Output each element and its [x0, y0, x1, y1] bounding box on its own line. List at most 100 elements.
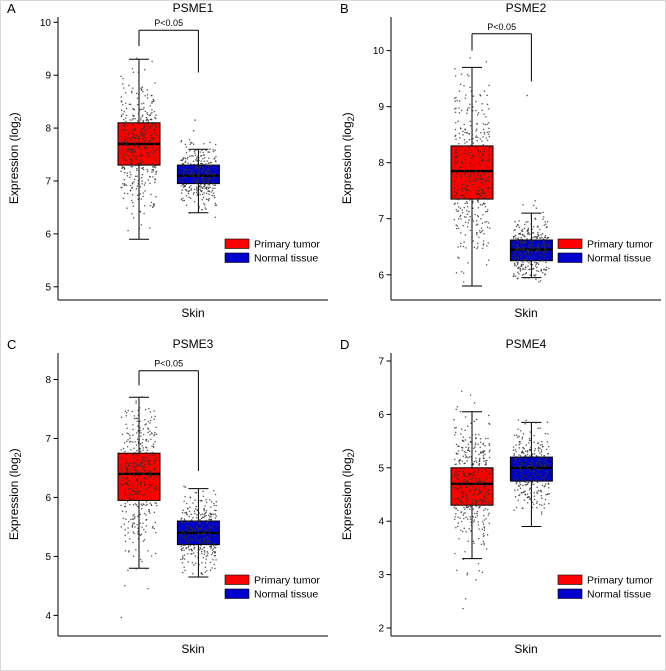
- legend-label: Normal tissue: [254, 253, 318, 265]
- legend-swatch: [557, 238, 583, 249]
- panel-c: 4 5 6 7 8 P<0.05 Primary tumor Normal tissue C …: [1, 337, 334, 670]
- svg-text:7: 7: [378, 214, 384, 225]
- svg-text:10: 10: [40, 18, 52, 29]
- legend-label: Primary tumor: [587, 575, 653, 587]
- chart-title-psme4: PSME4: [505, 337, 547, 351]
- y-axis-label-close: ): [6, 112, 21, 117]
- axes: [53, 353, 328, 637]
- p-value-text: P<0.05: [487, 22, 516, 32]
- legend-swatch: [224, 252, 250, 263]
- axes: [386, 17, 661, 301]
- axes: [53, 17, 328, 301]
- jitter-points-1: [179, 119, 218, 218]
- p-value-text: P<0.05: [154, 359, 183, 369]
- jitter-points-1: [512, 94, 551, 283]
- psme2-boxplot-chart: 6 7 8 9 10 P<0.05 Primary tumor Normal tissue: [373, 17, 661, 301]
- svg-text:7: 7: [45, 434, 51, 445]
- x-axis-label: Skin: [181, 306, 205, 320]
- y-axis-label-text: Expression (log: [6, 121, 21, 205]
- legend-label: Normal tissue: [254, 589, 318, 601]
- y-axis-label-text: Expression (log: [339, 121, 354, 205]
- legend-swatch: [557, 252, 583, 263]
- y-axis-label-subscript: 2: [13, 452, 24, 458]
- legend-swatch: [557, 588, 583, 599]
- jitter-points-0: [453, 57, 491, 283]
- legend: Primary tumor Normal tissue: [557, 574, 653, 601]
- x-axis-label: Skin: [181, 642, 205, 656]
- chart-title-psme3: PSME3: [172, 337, 214, 351]
- chart-title-psme2: PSME2: [505, 1, 547, 15]
- svg-text:2: 2: [378, 624, 384, 635]
- box-whisker-0: [117, 58, 161, 240]
- legend: Primary tumor Normal tissue: [224, 574, 320, 601]
- svg-text:4: 4: [45, 611, 51, 622]
- legend-swatch: [224, 574, 250, 585]
- svg-text:5: 5: [45, 552, 51, 563]
- jitter-points-1: [512, 419, 551, 515]
- svg-text:5: 5: [45, 282, 51, 293]
- y-axis-label-text: Expression (log: [6, 457, 21, 541]
- psme3-boxplot-chart: 4 5 6 7 8 P<0.05 Primary tumor Normal tissue: [45, 353, 328, 637]
- svg-text:6: 6: [378, 270, 384, 281]
- y-axis-label-close: ): [339, 112, 354, 117]
- legend-label: Primary tumor: [254, 239, 320, 251]
- legend-label: Normal tissue: [587, 253, 651, 265]
- panel-letter-b: B: [340, 1, 349, 16]
- psme1-boxplot-chart: 5 6 7 8 9 10 P<0.05 Primary tumor Normal tissue: [40, 17, 328, 301]
- svg-text:7: 7: [45, 177, 51, 188]
- panel-a: 5 6 7 8 9 10 P<0.05 Primary tumor Normal tissue …: [1, 1, 334, 336]
- legend-label: Normal tissue: [587, 589, 651, 601]
- panel-d: 2 3 4 5 6 7 Primary tumor Normal tissue D PSME4…: [334, 337, 665, 670]
- svg-text:9: 9: [45, 71, 51, 82]
- svg-text:8: 8: [45, 124, 51, 135]
- svg-text:8: 8: [378, 158, 384, 169]
- y-axis-label: Expression (log2): [340, 364, 356, 624]
- y-axis-label-text: Expression (log: [339, 457, 354, 541]
- jitter-points-0: [120, 396, 158, 619]
- jitter-points-0: [453, 390, 491, 610]
- svg-text:6: 6: [45, 493, 51, 504]
- jitter-points-0: [120, 57, 158, 232]
- significance-bracket: [138, 29, 199, 73]
- y-axis-label-close: ): [6, 448, 21, 453]
- y-axis-label: Expression (log2): [7, 364, 23, 624]
- x-axis-label: Skin: [514, 642, 538, 656]
- significance-bracket: [471, 33, 532, 82]
- p-value-text: P<0.05: [154, 18, 183, 28]
- y-tick-labels: 5 6 7 8 9 10: [40, 18, 52, 293]
- x-axis-label: Skin: [514, 306, 538, 320]
- legend-swatch: [557, 574, 583, 585]
- svg-text:6: 6: [45, 229, 51, 240]
- y-axis-label-close: ): [339, 448, 354, 453]
- significance-bracket: [138, 370, 199, 471]
- legend-label: Primary tumor: [587, 239, 653, 251]
- legend: Primary tumor Normal tissue: [224, 239, 320, 265]
- y-axis-label: Expression (log2): [340, 28, 356, 288]
- svg-text:8: 8: [45, 375, 51, 386]
- y-axis-label-subscript: 2: [13, 116, 24, 122]
- svg-text:6: 6: [378, 410, 384, 421]
- svg-text:5: 5: [378, 463, 384, 474]
- svg-text:3: 3: [378, 570, 384, 581]
- y-tick-labels: 6 7 8 9 10: [373, 46, 385, 281]
- y-axis-label: Expression (log2): [7, 28, 23, 288]
- axes: [386, 353, 661, 637]
- svg-text:4: 4: [378, 517, 384, 528]
- jitter-points-1: [179, 485, 218, 575]
- y-axis-label-subscript: 2: [346, 452, 357, 458]
- legend-swatch: [224, 588, 250, 599]
- svg-text:10: 10: [373, 46, 385, 57]
- y-axis-label-subscript: 2: [346, 116, 357, 122]
- svg-text:9: 9: [378, 102, 384, 113]
- box-whisker-0: [117, 396, 161, 569]
- y-tick-labels: 4 5 6 7 8: [45, 375, 51, 622]
- legend: Primary tumor Normal tissue: [557, 238, 653, 265]
- panel-letter-d: D: [340, 337, 350, 352]
- y-tick-labels: 2 3 4 5 6 7: [378, 357, 384, 635]
- svg-text:7: 7: [378, 357, 384, 368]
- chart-title-psme1: PSME1: [172, 1, 214, 15]
- legend-label: Primary tumor: [254, 575, 320, 587]
- panel-letter-a: A: [7, 1, 16, 16]
- panel-letter-c: C: [7, 337, 17, 352]
